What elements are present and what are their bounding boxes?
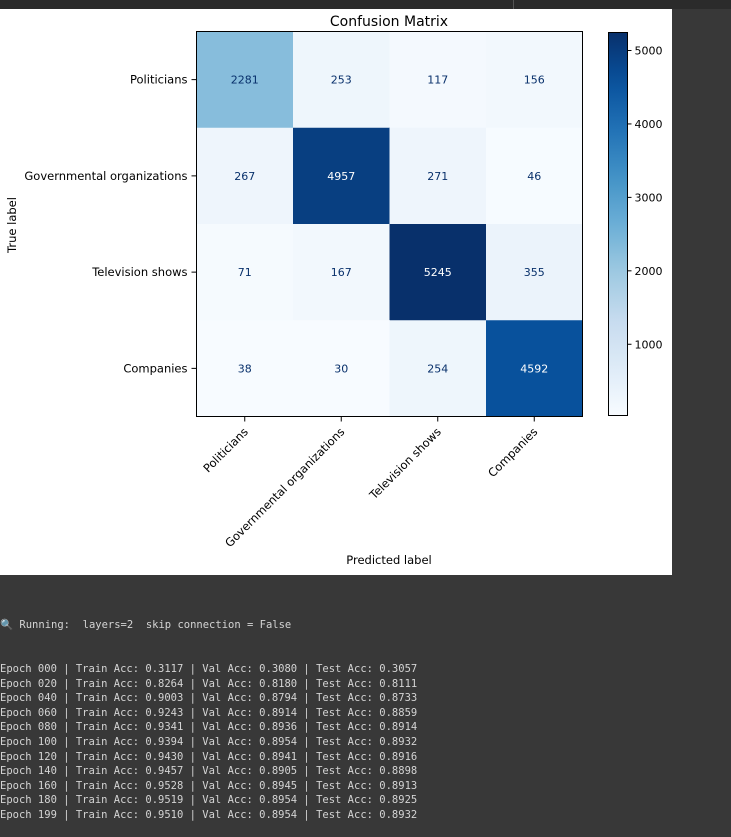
x-tick-label: Politicians — [200, 425, 251, 476]
matrix-cell — [196, 224, 294, 321]
colorbar-tick-label: 2000 — [635, 265, 663, 278]
cell-value-label: 4957 — [327, 170, 355, 183]
matrix-cell — [486, 127, 583, 225]
cell-value-label: 254 — [427, 362, 448, 375]
cell-value-label: 2281 — [231, 74, 259, 87]
matrix-cell — [196, 127, 294, 225]
console-output: 🔍 Running: layers=2 skip connection = Fa… — [0, 589, 731, 837]
y-axis-label: True label — [5, 197, 19, 254]
epoch-log-line: Epoch 040 | Train Acc: 0.9003 | Val Acc:… — [0, 692, 418, 705]
matrix-cell — [293, 224, 390, 321]
matrix-cell — [196, 31, 294, 129]
epoch-log-line: Epoch 100 | Train Acc: 0.9394 | Val Acc:… — [0, 735, 418, 748]
toolbar-divider — [513, 0, 514, 9]
y-tick-label: Governmental organizations — [24, 169, 187, 183]
cell-value-label: 156 — [524, 74, 545, 87]
epoch-log: Epoch 000 | Train Acc: 0.3117 | Val Acc:… — [0, 662, 731, 823]
colorbar-tick-label: 5000 — [635, 44, 663, 57]
epoch-log-line: Epoch 000 | Train Acc: 0.3117 | Val Acc:… — [0, 662, 418, 675]
epoch-log-line: Epoch 199 | Train Acc: 0.9510 | Val Acc:… — [0, 808, 418, 821]
matrix-cells — [196, 31, 583, 417]
matrix-cell — [389, 224, 487, 321]
colorbar-tick-label: 1000 — [635, 338, 663, 351]
cell-value-label: 4592 — [520, 362, 548, 375]
epoch-log-line: Epoch 020 | Train Acc: 0.8264 | Val Acc:… — [0, 677, 418, 690]
matrix-cell — [389, 31, 487, 129]
epoch-log-line: Epoch 140 | Train Acc: 0.9457 | Val Acc:… — [0, 765, 418, 778]
epoch-log-line: Epoch 180 | Train Acc: 0.9519 | Val Acc:… — [0, 794, 418, 807]
matrix-cell — [389, 127, 487, 225]
epoch-log-line: Epoch 080 | Train Acc: 0.9341 | Val Acc:… — [0, 721, 418, 734]
cell-value-label: 117 — [427, 74, 448, 87]
colorbar-ticks: 1000 2000 3000 4000 5000 — [627, 44, 663, 351]
colorbar-tick-label: 4000 — [635, 118, 663, 131]
epoch-log-line: Epoch 160 | Train Acc: 0.9528 | Val Acc:… — [0, 779, 418, 792]
epoch-log-line: Epoch 120 | Train Acc: 0.9430 | Val Acc:… — [0, 750, 418, 763]
y-axis-ticks: Politicians Governmental organizations Tel… — [24, 73, 197, 375]
cell-value-label: 253 — [331, 74, 352, 87]
matrix-cell-labels: 2281 253 117 156 267 4957 271 46 71 167 5245 355 38 3… — [231, 74, 549, 376]
running-line: 🔍 Running: layers=2 skip connection = Fa… — [0, 618, 731, 633]
matrix-cell — [486, 224, 583, 321]
cell-value-label: 5245 — [424, 266, 452, 279]
matrix-cell — [196, 320, 294, 417]
confusion-matrix-figure: Confusion Matrix 2281 253 117 156 267 4957 271… — [0, 9, 672, 575]
matrix-frame — [196, 31, 583, 417]
matrix-cell — [389, 320, 487, 417]
cell-value-label: 271 — [427, 170, 448, 183]
cell-value-label: 71 — [238, 266, 252, 279]
x-tick-label: Television shows — [366, 425, 444, 503]
top-toolbar — [0, 0, 731, 9]
y-tick-label: Politicians — [130, 73, 188, 87]
colorbar — [608, 32, 628, 416]
matrix-cell — [293, 31, 390, 129]
x-axis-label: Predicted label — [346, 553, 431, 567]
matrix-cell — [293, 320, 390, 417]
matrix-cell — [486, 320, 583, 417]
x-tick-label: Companies — [485, 425, 540, 480]
confusion-matrix-chart: Confusion Matrix 2281 253 117 156 267 4957 271… — [5, 14, 663, 567]
running-text: Running: layers=2 skip connection = Fals… — [19, 619, 292, 632]
cell-value-label: 167 — [331, 266, 352, 279]
cell-value-label: 355 — [524, 266, 545, 279]
matrix-cell — [293, 127, 390, 225]
matrix-cell — [486, 31, 583, 129]
magnifier-icon: 🔍 — [0, 619, 14, 632]
cell-value-label: 267 — [234, 170, 255, 183]
chart-title: Confusion Matrix — [330, 14, 448, 30]
epoch-log-line: Epoch 060 | Train Acc: 0.9243 | Val Acc:… — [0, 706, 418, 719]
cell-value-label: 46 — [527, 170, 541, 183]
cell-value-label: 30 — [334, 362, 348, 375]
y-tick-label: Companies — [123, 361, 187, 375]
y-tick-label: Television shows — [91, 265, 187, 279]
cell-value-label: 38 — [238, 362, 252, 375]
colorbar-tick-label: 3000 — [635, 191, 663, 204]
